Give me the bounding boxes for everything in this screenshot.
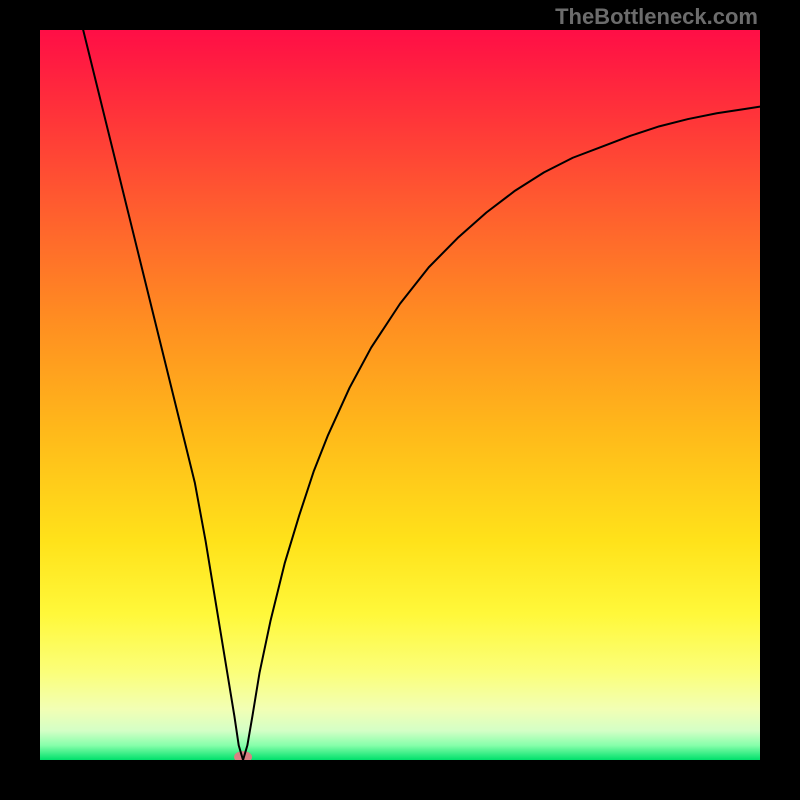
plot-area [40,30,760,760]
watermark-text: TheBottleneck.com [555,4,758,30]
plot-svg [40,30,760,760]
bottleneck-curve [83,30,760,760]
